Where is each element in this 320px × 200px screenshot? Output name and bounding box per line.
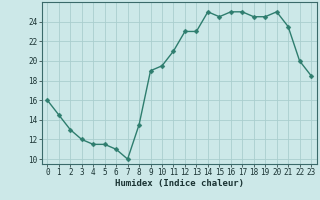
X-axis label: Humidex (Indice chaleur): Humidex (Indice chaleur) — [115, 179, 244, 188]
